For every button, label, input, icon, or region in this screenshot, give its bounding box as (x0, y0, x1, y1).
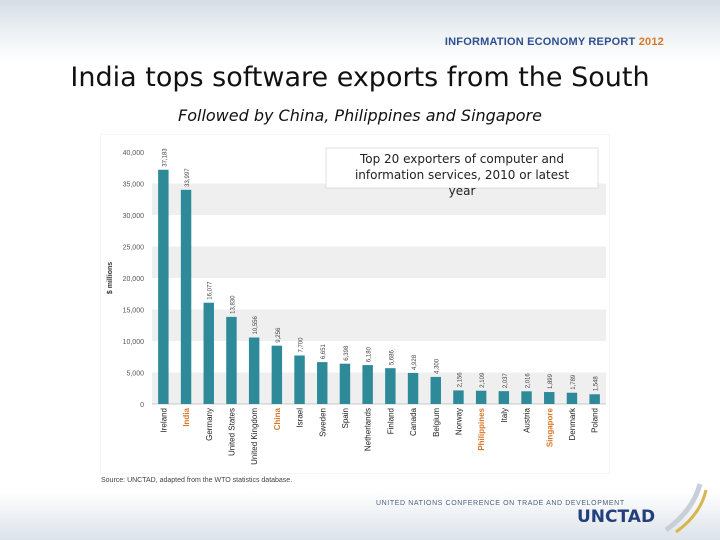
footer-band (0, 492, 720, 540)
bar (203, 302, 214, 404)
y-tick-label: 15,000 (123, 308, 145, 315)
bar (180, 189, 192, 404)
x-tick-label: Poland (591, 408, 600, 433)
bar (521, 391, 532, 404)
x-tick-label: Germany (205, 408, 214, 441)
y-tick-label: 0 (140, 402, 144, 409)
bar-value-label: 6,651 (321, 343, 327, 359)
bar (453, 390, 464, 404)
x-tick-label: Belgium (432, 408, 441, 437)
org-logo-text: UNCTAD (577, 507, 656, 527)
y-tick-label: 40,000 (123, 150, 145, 157)
x-tick-label: Spain (341, 408, 350, 428)
x-tick-label: Israel (296, 408, 305, 428)
grid-band (152, 183, 606, 215)
bar-value-label: 2,037 (503, 372, 509, 388)
bar-value-label: 6,180 (367, 346, 373, 362)
bar-value-label: 33,997 (185, 168, 191, 187)
grid-band (152, 246, 606, 278)
bar-value-label: 5,686 (389, 350, 395, 366)
chart-title: Top 20 exporters of computer and informat… (355, 152, 569, 198)
bar-value-label: 2,109 (480, 372, 486, 388)
report-name: INFORMATION ECONOMY REPORT 2012 (445, 36, 664, 48)
x-tick-label: United States (227, 408, 236, 456)
bar (158, 169, 169, 404)
y-tick-label: 30,000 (123, 213, 145, 220)
chart-title-line: year (449, 184, 476, 198)
grid-band (152, 309, 606, 341)
bar-value-label: 1,548 (594, 376, 600, 392)
report-year: 2012 (638, 36, 664, 48)
x-tick-label: Philippines (477, 407, 486, 450)
bar (498, 391, 510, 404)
bar (339, 363, 351, 404)
y-tick-label: 35,000 (123, 182, 145, 189)
y-tick-label: 5,000 (126, 371, 144, 378)
x-tick-label: Italy (500, 408, 509, 423)
bar (317, 362, 328, 404)
bar (430, 376, 441, 404)
x-tick-label: Ireland (159, 408, 168, 432)
bar-value-label: 7,700 (299, 337, 305, 353)
bar-chart: 0 5,000 10,000 15,000 20,000 25,000 30,000 35,0… (100, 134, 610, 474)
bar-value-label: 13,830 (230, 295, 236, 314)
slide-title: India tops software exports from the Sou… (70, 62, 650, 93)
bar-value-label: 4,928 (412, 354, 418, 370)
bar (407, 372, 419, 404)
bar (226, 316, 237, 404)
x-tick-label: Austria (523, 407, 532, 432)
bar (271, 345, 283, 404)
x-tick-label: Finland (386, 408, 395, 434)
bar (294, 355, 305, 404)
bar (589, 394, 600, 404)
bar (544, 392, 555, 404)
bar (385, 368, 396, 404)
x-tick-label: Sweden (318, 408, 327, 437)
bar-value-label: 1,789 (571, 374, 577, 390)
bar (475, 390, 487, 404)
bar (362, 365, 373, 404)
x-tick-label: China (273, 407, 282, 430)
y-tick-label: 10,000 (123, 339, 145, 346)
x-tick-label: Denmark (568, 407, 577, 440)
x-tick-label: Singapore (545, 407, 554, 447)
bar-value-label: 1,899 (548, 373, 554, 389)
y-axis-label: $ millions (107, 262, 114, 294)
bar (566, 392, 578, 404)
grid-band (152, 372, 606, 404)
slide-subtitle: Followed by China, Philippines and Singa… (178, 106, 542, 125)
chart-title-box (325, 147, 599, 189)
chart-source: Source: UNCTAD, adapted from the WTO sta… (101, 477, 293, 484)
x-tick-label: United Kingdom (250, 408, 259, 465)
bar-value-label: 6,398 (344, 345, 350, 361)
y-tick-label: 25,000 (123, 245, 145, 252)
bar-value-label: 4,300 (435, 358, 441, 374)
bar-value-label: 2,016 (526, 373, 532, 389)
report-name-text: INFORMATION ECONOMY REPORT (444, 36, 636, 48)
x-tick-label: India (182, 407, 191, 426)
org-full-name: UNITED NATIONS CONFERENCE ON TRADE AND D… (376, 500, 625, 507)
header-band (0, 0, 720, 62)
bar-value-label: 10,556 (253, 315, 259, 334)
bar-value-label: 16,077 (208, 281, 214, 300)
bar (248, 337, 260, 404)
x-tick-label: Canada (409, 407, 418, 436)
unctad-swoosh-icon (664, 483, 708, 534)
chart-title-line: information services, 2010 or latest (355, 168, 569, 182)
bar-value-label: 2,156 (457, 372, 463, 388)
bar-value-label: 37,183 (162, 148, 168, 167)
bar-value-label: 9,256 (276, 327, 282, 343)
x-tick-label: Netherlands (364, 408, 373, 451)
chart-title-line: Top 20 exporters of computer and (359, 152, 564, 166)
x-tick-label: Norway (454, 408, 463, 435)
y-tick-label: 20,000 (123, 276, 145, 283)
